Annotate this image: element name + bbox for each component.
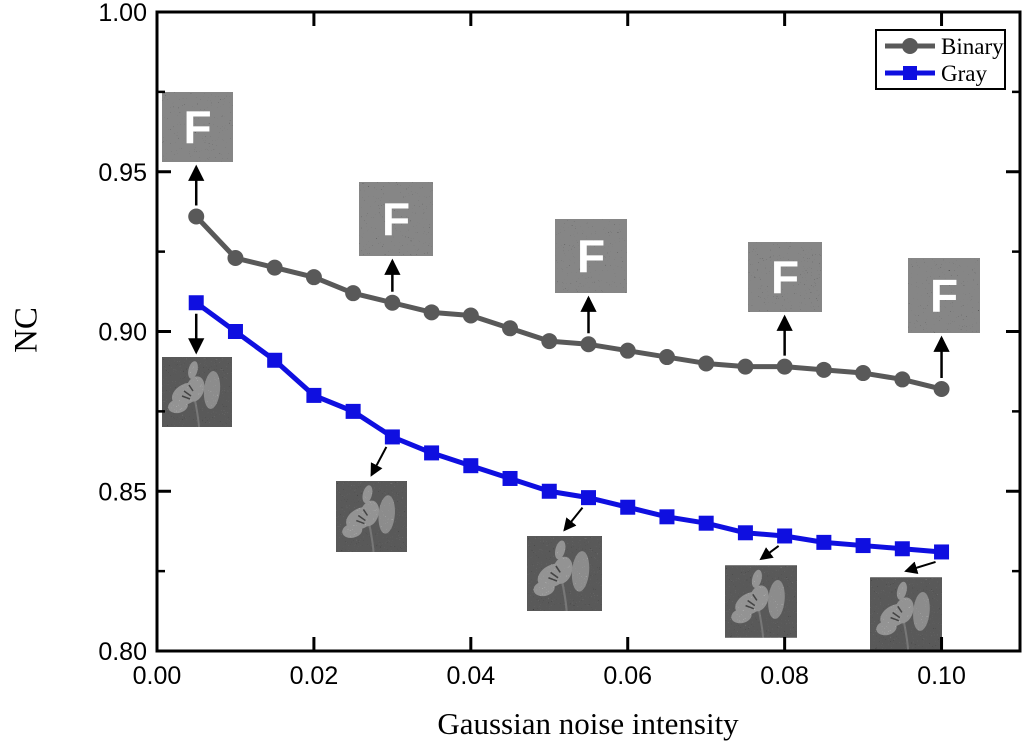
x-tick-label: 0.10: [917, 662, 966, 690]
legend-marker-square-icon: [885, 66, 935, 80]
x-tick-label: 0.02: [290, 662, 339, 690]
watermark-letter: F: [183, 101, 211, 153]
data-point-binary: [305, 269, 322, 286]
data-point-gray: [737, 525, 753, 541]
x-tick-label: 0.00: [133, 662, 182, 690]
data-point-gray: [306, 387, 322, 403]
data-point-binary: [502, 320, 519, 337]
watermark-image: F: [908, 258, 980, 333]
data-point-binary: [227, 250, 244, 267]
data-point-gray: [227, 324, 243, 339]
watermark-image: F: [748, 242, 822, 312]
data-point-binary: [855, 365, 872, 382]
data-point-binary: [266, 259, 283, 276]
watermark-letter: F: [930, 270, 958, 322]
data-point-gray: [384, 429, 400, 445]
watermark-letter: F: [771, 251, 799, 303]
flower-arrow: [563, 507, 584, 532]
data-point-binary: [580, 336, 597, 353]
data-point-gray: [698, 515, 714, 531]
legend-marker-circle-icon: [885, 38, 935, 54]
flower-arrow: [370, 446, 388, 477]
data-point-binary: [737, 358, 754, 375]
legend-label: Gray: [941, 60, 987, 86]
x-tick-label: 0.08: [760, 662, 809, 690]
y-tick-label: 0.95: [98, 159, 147, 187]
watermark-noise: [359, 182, 433, 256]
data-point-gray: [345, 403, 361, 419]
data-point-gray: [816, 534, 832, 550]
data-point-binary: [776, 358, 793, 375]
data-point-gray: [424, 445, 440, 461]
data-point-gray: [463, 458, 479, 474]
y-axis-title: NC: [8, 307, 45, 353]
data-point-binary: [698, 355, 715, 372]
watermark-image: F: [555, 219, 627, 293]
data-point-binary: [894, 371, 911, 388]
y-tick-label: 1.00: [98, 0, 147, 27]
y-tick-label: 0.90: [98, 319, 147, 347]
watermark-letter: F: [577, 230, 605, 282]
data-point-binary: [619, 342, 636, 359]
data-point-binary: [462, 307, 479, 324]
data-point-gray: [188, 295, 204, 311]
legend-entry-gray: Gray: [877, 60, 1004, 86]
data-point-binary: [423, 304, 440, 321]
y-tick-label: 0.80: [98, 638, 147, 666]
flower-image: [527, 536, 602, 611]
data-point-gray: [855, 538, 871, 554]
flower-image: [162, 357, 232, 427]
series-line-gray: [194, 300, 942, 555]
data-point-binary: [658, 349, 675, 366]
data-point-gray: [894, 541, 910, 557]
legend: Binary Gray: [875, 29, 1006, 90]
data-point-binary: [933, 381, 950, 398]
watermark-noise: [908, 258, 980, 333]
x-axis-title: Gaussian noise intensity: [437, 706, 739, 741]
watermark-noise: [162, 92, 233, 162]
data-point-gray: [581, 490, 596, 506]
data-point-binary: [541, 333, 558, 350]
data-point-gray: [777, 528, 793, 544]
watermark-letter: F: [382, 193, 410, 245]
watermark-image: F: [162, 92, 233, 162]
data-point-binary: [384, 294, 401, 311]
watermark-noise: [555, 219, 627, 293]
y-tick-label: 0.85: [98, 478, 147, 506]
data-point-binary: [815, 361, 832, 378]
data-point-gray: [659, 509, 675, 525]
data-point-binary: [188, 208, 205, 225]
flower-image: [725, 566, 797, 638]
legend-entry-binary: Binary: [877, 33, 1004, 59]
watermark-image: F: [359, 182, 433, 256]
flower-arrow: [904, 560, 936, 574]
data-point-gray: [267, 352, 283, 368]
flower-image: [336, 481, 407, 552]
watermark-noise: [748, 242, 822, 312]
x-tick-label: 0.04: [446, 662, 495, 690]
legend-label: Binary: [941, 33, 1004, 59]
data-point-gray: [541, 483, 557, 499]
data-point-gray: [620, 499, 636, 515]
data-point-binary: [345, 285, 362, 302]
x-tick-label: 0.06: [603, 662, 652, 690]
data-point-gray: [934, 544, 950, 560]
data-point-gray: [502, 470, 518, 486]
flower-image: [870, 578, 942, 650]
flower-arrow: [759, 545, 780, 561]
